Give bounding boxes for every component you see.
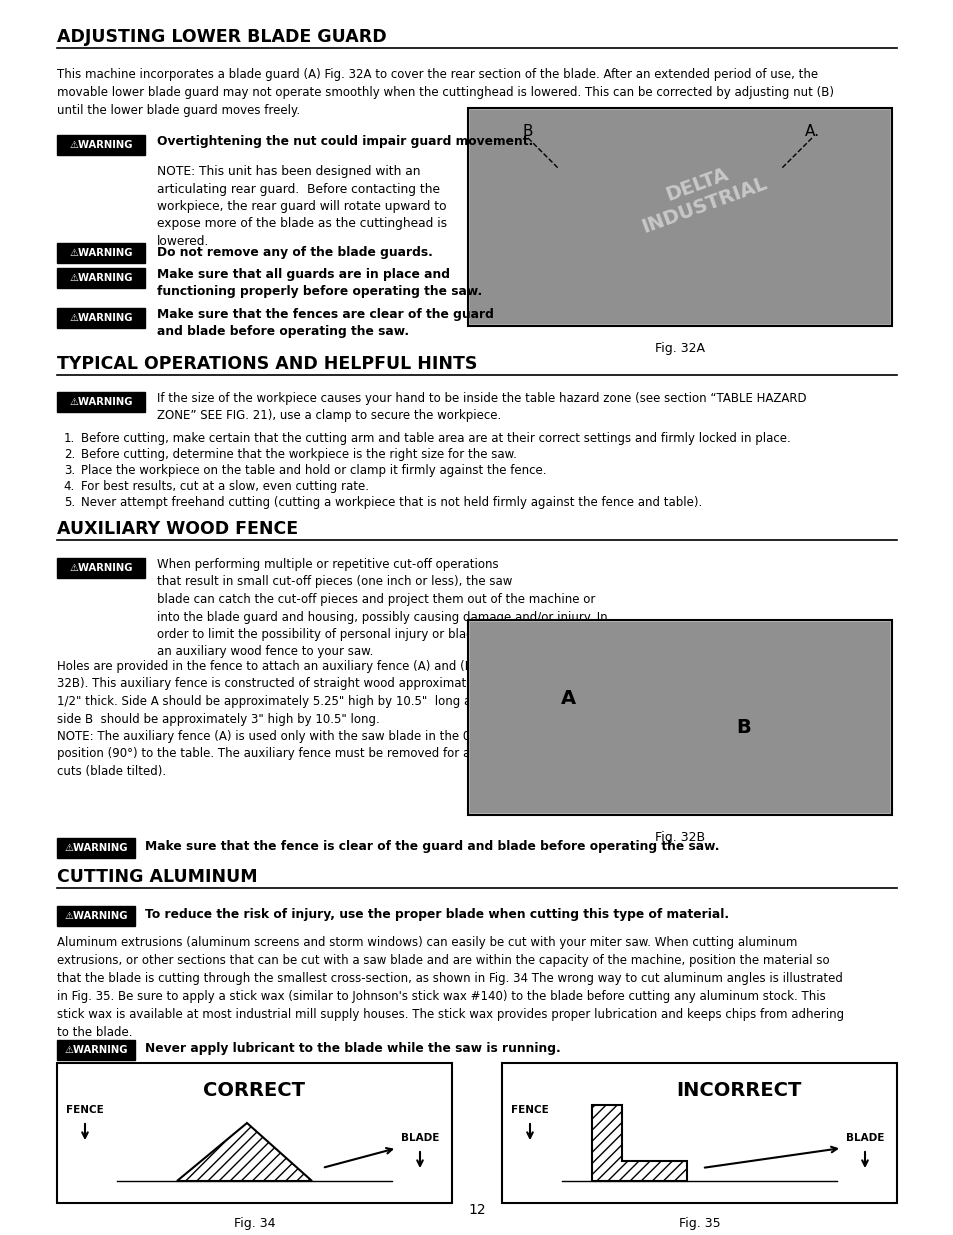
Bar xyxy=(57,268,145,288)
Bar xyxy=(57,1040,135,1060)
Text: BLADE: BLADE xyxy=(400,1132,438,1144)
Bar xyxy=(468,107,891,326)
Text: 2.: 2. xyxy=(64,448,75,461)
Bar xyxy=(57,839,135,858)
Text: A: A xyxy=(559,688,575,708)
Bar xyxy=(468,620,891,815)
Text: Aluminum extrusions (aluminum screens and storm windows) can easily be cut with : Aluminum extrusions (aluminum screens an… xyxy=(57,936,843,1039)
Text: ⚠WARNING: ⚠WARNING xyxy=(64,1045,128,1055)
Text: Make sure that the fence is clear of the guard and blade before operating the sa: Make sure that the fence is clear of the… xyxy=(145,840,719,853)
Text: Overtightening the nut could impair guard movement.: Overtightening the nut could impair guar… xyxy=(157,135,533,148)
Bar xyxy=(57,1063,452,1203)
Text: ⚠WARNING: ⚠WARNING xyxy=(70,396,132,408)
Text: FENCE: FENCE xyxy=(511,1105,548,1115)
Text: B: B xyxy=(522,125,533,140)
Text: This machine incorporates a blade guard (A) Fig. 32A to cover the rear section o: This machine incorporates a blade guard … xyxy=(57,68,833,117)
Bar xyxy=(470,110,889,324)
Text: Make sure that all guards are in place and
functioning properly before operating: Make sure that all guards are in place a… xyxy=(157,268,482,298)
Text: CORRECT: CORRECT xyxy=(203,1081,305,1100)
Text: ⚠WARNING: ⚠WARNING xyxy=(70,248,132,258)
Bar xyxy=(57,391,145,412)
Text: 1.: 1. xyxy=(64,432,75,445)
Text: Holes are provided in the fence to attach an auxiliary fence (A) and (B) (Fig.
3: Holes are provided in the fence to attac… xyxy=(57,659,513,778)
Bar xyxy=(501,1063,896,1203)
Text: Fig. 32A: Fig. 32A xyxy=(655,342,704,354)
Text: Before cutting, determine that the workpiece is the right size for the saw.: Before cutting, determine that the workp… xyxy=(81,448,517,461)
Text: TYPICAL OPERATIONS AND HELPFUL HINTS: TYPICAL OPERATIONS AND HELPFUL HINTS xyxy=(57,354,476,373)
Text: Make sure that the fences are clear of the guard
and blade before operating the : Make sure that the fences are clear of t… xyxy=(157,308,494,338)
Text: When performing multiple or repetitive cut-off operations
that result in small c: When performing multiple or repetitive c… xyxy=(157,558,617,658)
Bar xyxy=(57,243,145,263)
Bar xyxy=(470,622,889,813)
Text: DELTA
INDUSTRIAL: DELTA INDUSTRIAL xyxy=(632,153,769,237)
Text: 4.: 4. xyxy=(64,480,75,493)
Text: ⚠WARNING: ⚠WARNING xyxy=(70,273,132,283)
Text: For best results, cut at a slow, even cutting rate.: For best results, cut at a slow, even cu… xyxy=(81,480,369,493)
Text: ⚠WARNING: ⚠WARNING xyxy=(70,563,132,573)
Text: 5.: 5. xyxy=(64,496,75,509)
Text: Fig. 32B: Fig. 32B xyxy=(655,831,704,844)
Text: ADJUSTING LOWER BLADE GUARD: ADJUSTING LOWER BLADE GUARD xyxy=(57,28,386,46)
Text: NOTE: This unit has been designed with an
articulating rear guard.  Before conta: NOTE: This unit has been designed with a… xyxy=(157,165,447,248)
Text: To reduce the risk of injury, use the proper blade when cutting this type of mat: To reduce the risk of injury, use the pr… xyxy=(145,908,728,921)
Text: 12: 12 xyxy=(468,1203,485,1216)
Text: FENCE: FENCE xyxy=(66,1105,104,1115)
Text: Place the workpiece on the table and hold or clamp it firmly against the fence.: Place the workpiece on the table and hol… xyxy=(81,464,546,477)
Text: Never apply lubricant to the blade while the saw is running.: Never apply lubricant to the blade while… xyxy=(145,1042,560,1055)
Text: A.: A. xyxy=(803,125,819,140)
Bar xyxy=(57,135,145,156)
Text: INCORRECT: INCORRECT xyxy=(676,1081,801,1100)
Text: ⚠WARNING: ⚠WARNING xyxy=(70,312,132,324)
Text: ⚠WARNING: ⚠WARNING xyxy=(64,911,128,921)
Text: CUTTING ALUMINUM: CUTTING ALUMINUM xyxy=(57,868,257,885)
Text: Fig. 35: Fig. 35 xyxy=(678,1216,720,1230)
Bar xyxy=(57,308,145,329)
Text: Before cutting, make certain that the cutting arm and table area are at their co: Before cutting, make certain that the cu… xyxy=(81,432,790,445)
Text: ⚠WARNING: ⚠WARNING xyxy=(64,844,128,853)
Text: Never attempt freehand cutting (cutting a workpiece that is not held firmly agai: Never attempt freehand cutting (cutting … xyxy=(81,496,701,509)
Text: 3.: 3. xyxy=(64,464,75,477)
Text: BLADE: BLADE xyxy=(845,1132,883,1144)
Text: Do not remove any of the blade guards.: Do not remove any of the blade guards. xyxy=(157,246,433,259)
Bar xyxy=(57,558,145,578)
Bar xyxy=(57,906,135,926)
Text: If the size of the workpiece causes your hand to be inside the table hazard zone: If the size of the workpiece causes your… xyxy=(157,391,806,422)
Text: AUXILIARY WOOD FENCE: AUXILIARY WOOD FENCE xyxy=(57,520,297,538)
Text: ⚠WARNING: ⚠WARNING xyxy=(70,140,132,149)
Text: B: B xyxy=(736,718,750,737)
Text: Fig. 34: Fig. 34 xyxy=(233,1216,275,1230)
